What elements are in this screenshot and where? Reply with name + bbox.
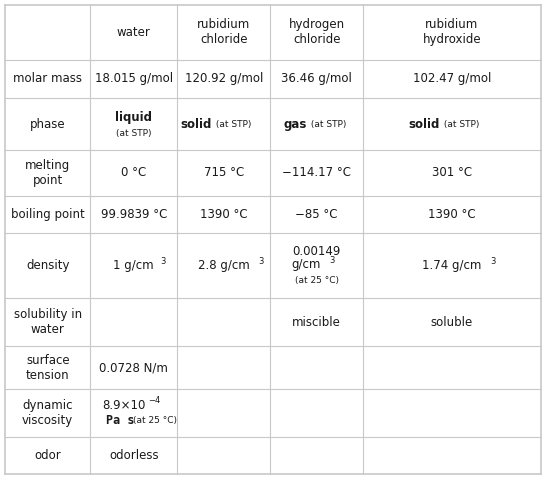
Text: 0 °C: 0 °C: [121, 167, 146, 180]
Text: rubidium
hydroxide: rubidium hydroxide: [423, 18, 481, 46]
Text: odorless: odorless: [109, 449, 158, 462]
Text: 3: 3: [160, 257, 165, 265]
Text: −114.17 °C: −114.17 °C: [282, 167, 351, 180]
Text: −4: −4: [149, 396, 161, 405]
Text: 2.8 g/cm: 2.8 g/cm: [198, 259, 250, 273]
Text: phase: phase: [30, 117, 66, 131]
Text: water: water: [117, 26, 151, 39]
Text: 1 g/cm: 1 g/cm: [114, 259, 154, 273]
Text: (at STP): (at STP): [213, 120, 252, 128]
Text: (at STP): (at STP): [116, 129, 152, 138]
Text: miscible: miscible: [292, 316, 341, 329]
Text: liquid: liquid: [115, 111, 152, 124]
Text: 1390 °C: 1390 °C: [428, 208, 476, 221]
Text: 3: 3: [490, 257, 496, 265]
Text: g/cm: g/cm: [291, 258, 321, 271]
Text: 3: 3: [258, 257, 264, 265]
Text: Pa s: Pa s: [106, 414, 134, 427]
Text: 1.74 g/cm: 1.74 g/cm: [422, 259, 482, 273]
Text: (at 25 °C): (at 25 °C): [133, 416, 176, 425]
Text: melting
point: melting point: [25, 159, 70, 187]
Text: 3: 3: [329, 256, 335, 265]
Text: rubidium
chloride: rubidium chloride: [197, 18, 251, 46]
Text: boiling point: boiling point: [11, 208, 85, 221]
Text: soluble: soluble: [431, 316, 473, 329]
Text: solid: solid: [408, 117, 440, 131]
Text: 0.00149: 0.00149: [293, 245, 341, 258]
Text: odor: odor: [34, 449, 61, 462]
Text: (at STP): (at STP): [441, 120, 480, 128]
Text: density: density: [26, 259, 69, 273]
Text: dynamic
viscosity: dynamic viscosity: [22, 399, 73, 427]
Text: −85 °C: −85 °C: [295, 208, 338, 221]
Text: molar mass: molar mass: [13, 72, 82, 85]
Text: 99.9839 °C: 99.9839 °C: [100, 208, 167, 221]
Text: (at 25 °C): (at 25 °C): [295, 276, 339, 285]
Text: 8.9×10: 8.9×10: [102, 399, 146, 412]
Text: hydrogen
chloride: hydrogen chloride: [289, 18, 345, 46]
Text: 715 °C: 715 °C: [204, 167, 244, 180]
Text: gas: gas: [283, 117, 307, 131]
Text: 102.47 g/mol: 102.47 g/mol: [413, 72, 491, 85]
Text: 1390 °C: 1390 °C: [200, 208, 248, 221]
Text: solubility in
water: solubility in water: [14, 308, 82, 336]
Text: (at STP): (at STP): [308, 120, 347, 128]
Text: surface
tension: surface tension: [26, 354, 69, 382]
Text: solid: solid: [181, 117, 212, 131]
Text: 0.0728 N/m: 0.0728 N/m: [99, 361, 168, 374]
Text: 36.46 g/mol: 36.46 g/mol: [281, 72, 352, 85]
Text: 301 °C: 301 °C: [432, 167, 472, 180]
Text: 18.015 g/mol: 18.015 g/mol: [94, 72, 173, 85]
Text: 120.92 g/mol: 120.92 g/mol: [185, 72, 263, 85]
